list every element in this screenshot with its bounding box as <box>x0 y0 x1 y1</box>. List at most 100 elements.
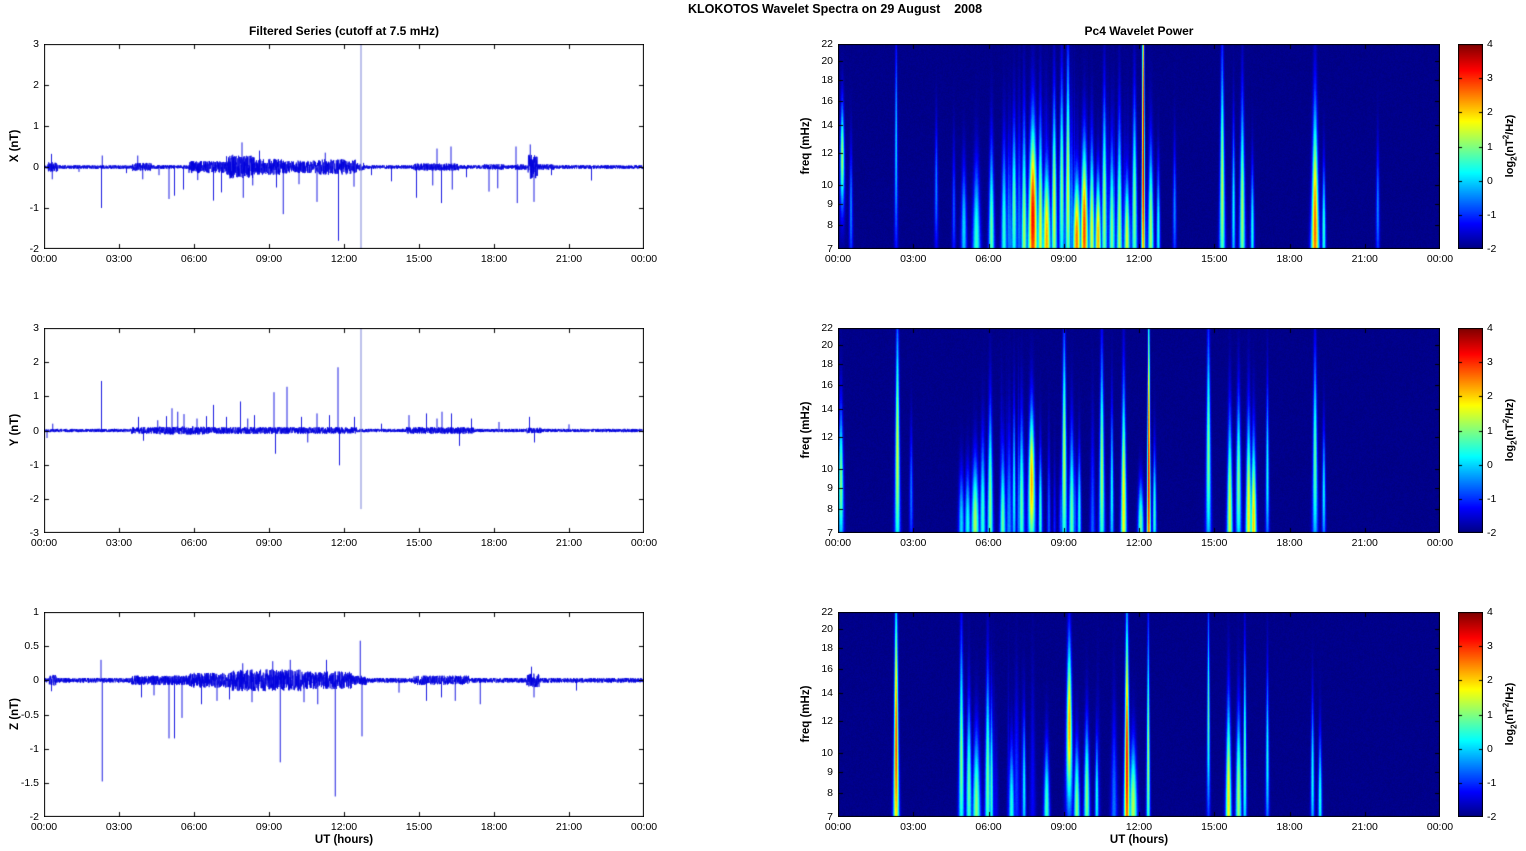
x-tick-label: 00:00 <box>1426 821 1454 833</box>
x-tick-label: 21:00 <box>1351 537 1378 549</box>
x-tick-label: 09:00 <box>255 821 283 833</box>
x-tick-label: 06:00 <box>975 253 1002 265</box>
x-tick-label: 12:00 <box>330 821 358 833</box>
x-tick-label: 18:00 <box>480 821 508 833</box>
x-tick-label: 00:00 <box>30 537 58 549</box>
colorbar-tick-label: 4 <box>1487 38 1493 50</box>
cb-label-sub: 2 <box>1509 724 1519 729</box>
cb-label-sub: 2 <box>1509 440 1519 445</box>
x-tick-label: 09:00 <box>255 537 283 549</box>
freq-tick-label: 14 <box>821 686 833 699</box>
freq-tick-label: 12 <box>821 714 833 727</box>
freq-ylabel-middle: freq (mHz) <box>800 401 812 459</box>
x-tick-label: 09:00 <box>1050 821 1077 833</box>
x-tick-label: 21:00 <box>555 821 583 833</box>
z-axis-ylabel: Z (nT) <box>9 698 21 730</box>
x-tick-label: 21:00 <box>555 253 583 265</box>
cb-label-sup: 2 <box>1501 134 1511 140</box>
cb-label-pre: log <box>1504 444 1517 462</box>
x-axis-ylabel: X (nT) <box>9 129 21 163</box>
x-tick-label: 00:00 <box>30 821 58 833</box>
x-tick-label: 21:00 <box>1351 821 1378 833</box>
y-tick-label: -3 <box>29 527 39 539</box>
x-tick-label: 12:00 <box>1125 253 1153 265</box>
colorbar-tick-label: -2 <box>1487 243 1497 255</box>
freq-tick-label: 8 <box>827 787 833 800</box>
freq-tick-label: 20 <box>821 339 833 352</box>
freq-tick-label: 8 <box>827 219 833 232</box>
cb-label-pre: log <box>1504 160 1517 178</box>
x-tick-label: 00:00 <box>824 253 852 265</box>
x-tick-label: 15:00 <box>1201 537 1228 549</box>
freq-tick-label: 14 <box>821 402 833 415</box>
y-tick-label: 1 <box>33 606 39 618</box>
x-series-plot <box>44 44 644 249</box>
colorbar-label-bottom: log2(nT2/Hz) <box>1502 683 1519 746</box>
x-tick-label: 12:00 <box>1125 821 1153 833</box>
freq-tick-label: 18 <box>821 73 833 86</box>
x-tick-label: 18:00 <box>480 253 508 265</box>
cb-label-mid: (nT <box>1504 707 1517 725</box>
x-tick-label: 09:00 <box>1050 537 1077 549</box>
x-tick-label: 15:00 <box>1201 253 1228 265</box>
x-tick-label: 18:00 <box>1276 253 1303 265</box>
colorbar-tick-label: 2 <box>1487 390 1493 403</box>
freq-tick-label: 9 <box>827 198 833 210</box>
x-wavelet-spectrogram <box>838 44 1440 249</box>
cb-label-post: /Hz) <box>1504 114 1517 135</box>
freq-tick-label: 14 <box>821 118 833 131</box>
x-tick-label: 09:00 <box>255 253 283 265</box>
colorbar-tick-label: 1 <box>1487 140 1493 153</box>
colorbar-tick-label: 1 <box>1487 424 1493 437</box>
x-tick-label: 06:00 <box>975 821 1002 833</box>
x-tick-label: 00:00 <box>824 821 852 833</box>
colorbar-tick-label: -1 <box>1487 208 1497 221</box>
y-tick-label: -1 <box>29 458 39 471</box>
x-tick-label: 03:00 <box>900 537 927 549</box>
colorbar-tick-label: -1 <box>1487 492 1497 505</box>
x-tick-label: 06:00 <box>180 537 208 549</box>
freq-tick-label: 7 <box>827 527 833 539</box>
x-tick-label: 00:00 <box>630 253 658 265</box>
colorbar-tick-label: -2 <box>1487 527 1497 539</box>
colorbar-bottom <box>1458 612 1483 817</box>
freq-tick-label: 16 <box>821 95 833 107</box>
freq-tick-label: 10 <box>821 747 833 760</box>
freq-tick-label: 12 <box>821 146 833 159</box>
colorbar-tick-label: 1 <box>1487 708 1493 721</box>
x-tick-label: 03:00 <box>105 821 133 833</box>
x-tick-label: 18:00 <box>1276 821 1303 833</box>
x-tick-label: 00:00 <box>630 821 658 833</box>
y-wavelet-spectrogram <box>838 328 1440 533</box>
y-tick-label: 2 <box>33 79 39 91</box>
freq-tick-label: 20 <box>821 55 833 68</box>
freq-tick-label: 9 <box>827 482 833 494</box>
freq-tick-label: 16 <box>821 379 833 391</box>
y-tick-label: -1.5 <box>20 776 39 789</box>
y-tick-label: 3 <box>33 322 39 334</box>
colorbar-label-middle: log2(nT2/Hz) <box>1502 399 1519 462</box>
x-tick-label: 12:00 <box>330 537 358 549</box>
x-tick-label: 00:00 <box>1426 537 1454 549</box>
left-column-title: Filtered Series (cutoff at 7.5 mHz) <box>248 24 440 38</box>
y-tick-label: 3 <box>33 38 39 50</box>
cb-label-mid: (nT <box>1504 423 1517 441</box>
right-column-title: Pc4 Wavelet Power <box>1084 24 1194 38</box>
cb-label-post: /Hz) <box>1504 682 1517 703</box>
colorbar-label-top: log2(nT2/Hz) <box>1502 115 1519 178</box>
x-tick-label: 21:00 <box>1351 253 1378 265</box>
x-tick-label: 09:00 <box>1050 253 1077 265</box>
colorbar-tick-label: 0 <box>1487 174 1493 187</box>
colorbar-tick-label: 3 <box>1487 356 1493 369</box>
cb-label-post: /Hz) <box>1504 398 1517 419</box>
cb-label-mid: (nT <box>1504 139 1517 157</box>
colorbar-tick-label: 0 <box>1487 458 1493 471</box>
y-tick-label: -2 <box>29 492 39 505</box>
freq-ylabel-top: freq (mHz) <box>800 117 812 175</box>
x-tick-label: 06:00 <box>180 253 208 265</box>
colorbar-middle <box>1458 328 1483 533</box>
x-tick-label: 18:00 <box>1276 537 1303 549</box>
y-series-plot <box>44 328 644 533</box>
freq-tick-label: 7 <box>827 811 833 823</box>
x-tick-label: 03:00 <box>105 253 133 265</box>
